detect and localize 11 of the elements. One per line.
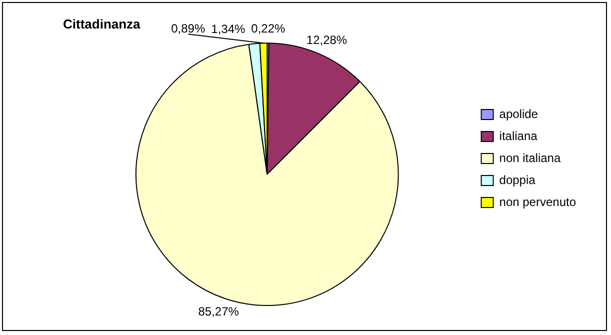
data-label: 85,27% bbox=[198, 304, 240, 318]
legend-label: doppia bbox=[499, 172, 536, 187]
legend-label: italiana bbox=[499, 128, 538, 143]
data-label: 12,28% bbox=[306, 32, 348, 47]
legend-label: apolide bbox=[499, 106, 538, 121]
data-label: 0,22% bbox=[251, 21, 286, 36]
data-label: 1,34% bbox=[211, 22, 246, 36]
chart-title: Cittadinanza bbox=[63, 16, 142, 32]
legend-label: non italiana bbox=[499, 150, 561, 165]
data-label: 0,89% bbox=[171, 21, 206, 36]
legend-label: non pervenuto bbox=[499, 194, 576, 209]
